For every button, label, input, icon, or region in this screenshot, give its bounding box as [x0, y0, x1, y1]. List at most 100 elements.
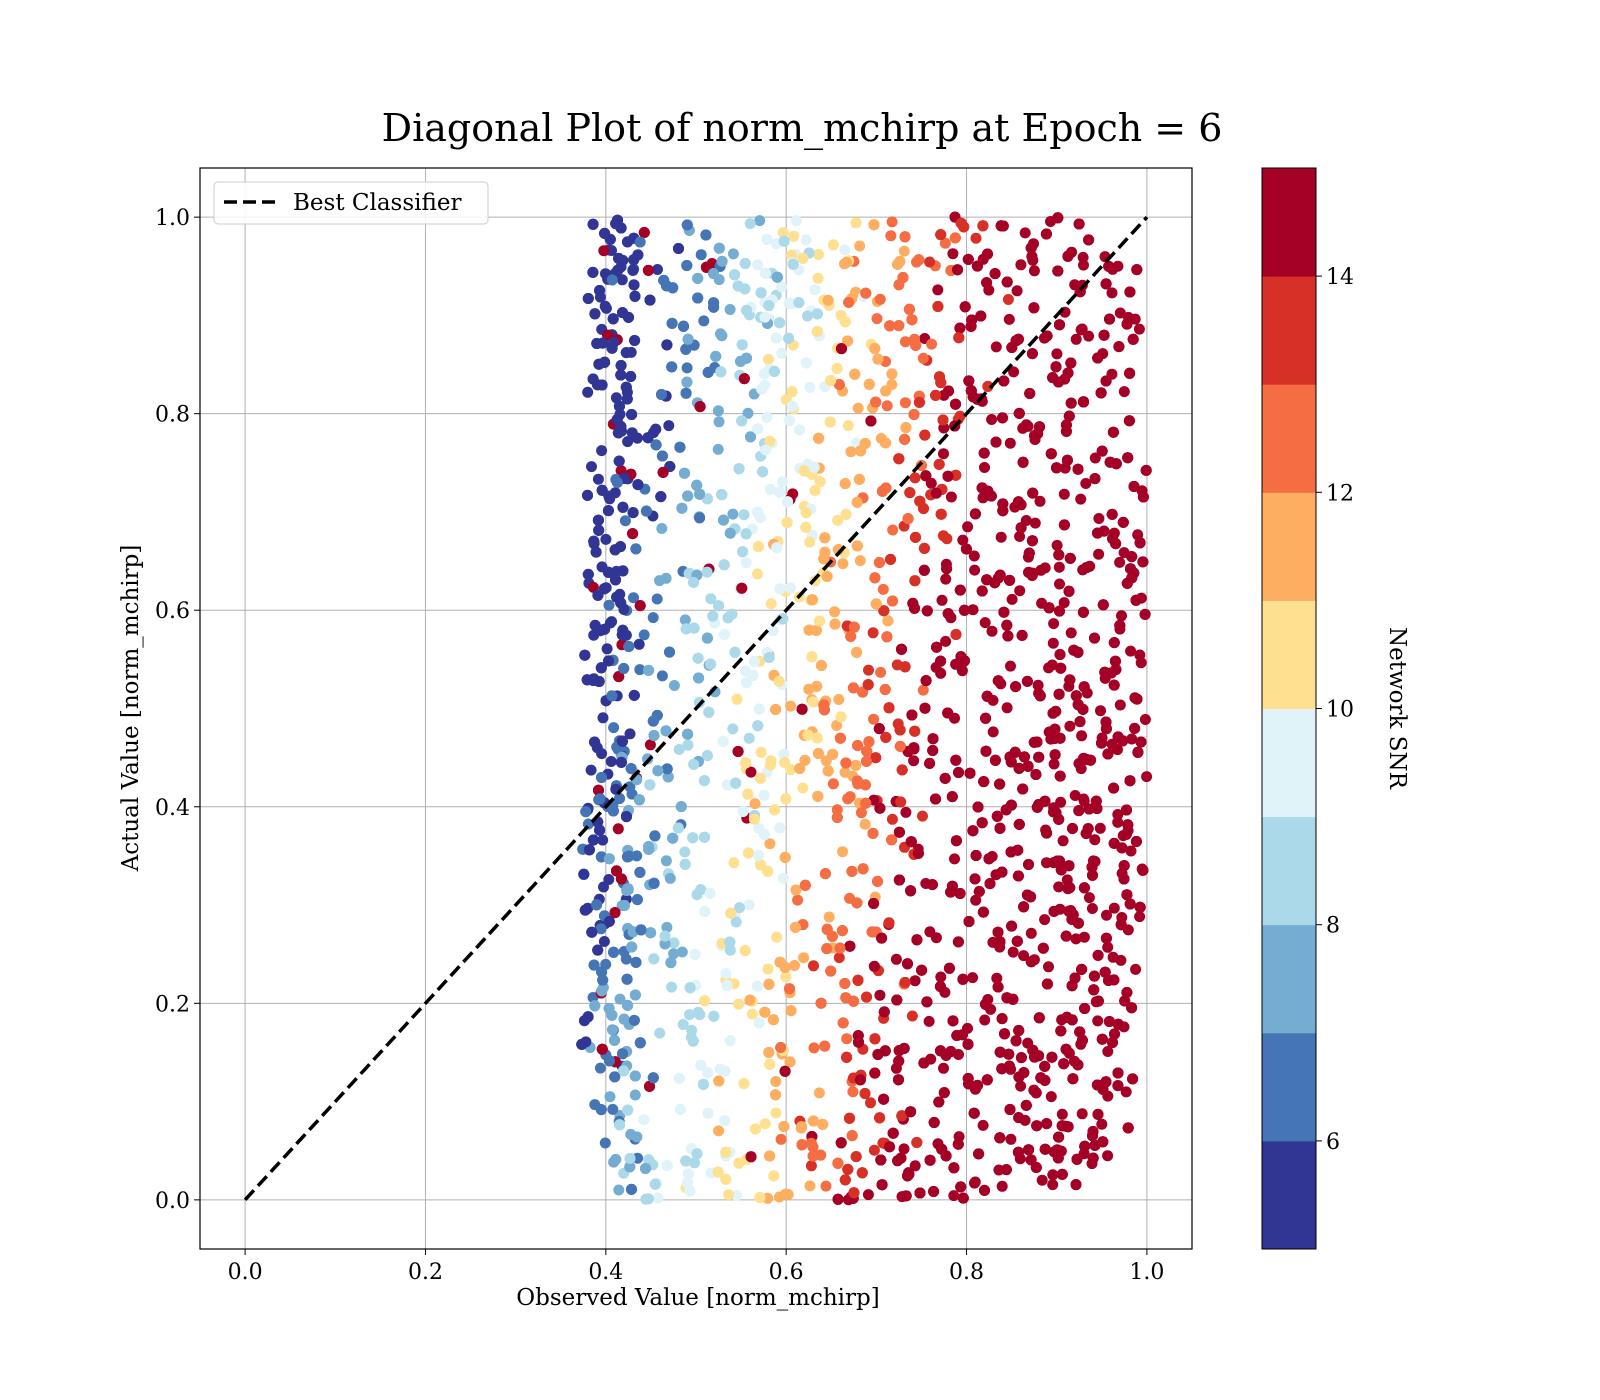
scatter-point: [742, 407, 754, 419]
scatter-point: [1032, 679, 1044, 691]
scatter-point: [952, 1138, 964, 1150]
scatter-point: [700, 229, 712, 241]
scatter-point: [1072, 1059, 1084, 1071]
scatter-point: [849, 368, 861, 380]
scatter-point: [926, 338, 938, 350]
scatter-point: [719, 1065, 731, 1077]
scatter-point: [588, 959, 600, 971]
scatter-point: [804, 536, 816, 548]
scatter-point: [819, 546, 831, 558]
scatter-point: [1121, 804, 1132, 816]
scatter-point: [1094, 822, 1106, 834]
scatter-point: [1006, 593, 1018, 605]
scatter-point: [1064, 720, 1076, 732]
scatter-point: [691, 1148, 703, 1160]
colorbar-segment-7: [1262, 384, 1316, 493]
y-tick-label-1: 0.2: [155, 992, 190, 1017]
scatter-point: [994, 1132, 1006, 1144]
scatter-point: [1110, 458, 1122, 470]
scatter-point: [1103, 975, 1114, 986]
colorbar-tick-label-4: 14: [1326, 265, 1354, 290]
scatter-point: [1100, 1076, 1112, 1088]
scatter-point: [759, 311, 771, 323]
scatter-point: [919, 702, 931, 714]
scatter-point: [852, 740, 864, 751]
y-tick-label-2: 0.4: [155, 796, 190, 821]
scatter-point: [848, 621, 860, 633]
scatter-point: [1102, 1150, 1114, 1162]
scatter-point: [1098, 329, 1110, 341]
scatter-point: [731, 1190, 743, 1201]
scatter-point: [1039, 795, 1051, 807]
scatter-point: [743, 847, 754, 859]
scatter-point: [767, 1014, 779, 1026]
scatter-point: [680, 1155, 692, 1167]
scatter-point: [1047, 1179, 1059, 1191]
scatter-point: [705, 593, 717, 605]
scatter-point: [1053, 688, 1065, 700]
scatter-point: [774, 583, 786, 595]
scatter-point: [836, 925, 848, 937]
scatter-point: [994, 778, 1006, 790]
scatter-point: [715, 366, 727, 378]
scatter-point: [1141, 771, 1153, 783]
scatter-point: [776, 281, 787, 293]
scatter-point: [868, 1144, 880, 1156]
scatter-point: [633, 638, 645, 650]
scatter-point: [676, 502, 688, 514]
scatter-point: [777, 476, 788, 488]
scatter-point: [603, 1002, 615, 1014]
scatter-point: [909, 1160, 921, 1172]
scatter-point: [755, 746, 767, 758]
scatter-point: [896, 1110, 908, 1122]
scatter-point: [921, 996, 933, 1008]
scatter-point: [1051, 348, 1063, 360]
scatter-point: [626, 409, 638, 420]
scatter-point: [762, 1192, 774, 1204]
scatter-point: [1070, 1179, 1082, 1191]
scatter-point: [681, 219, 693, 231]
scatter-point: [708, 268, 719, 279]
scatter-point: [793, 297, 805, 309]
scatter-point: [962, 1038, 974, 1050]
scatter-point: [894, 740, 906, 752]
scatter-point: [713, 1125, 725, 1137]
scatter-point: [940, 573, 952, 585]
scatter-point: [625, 371, 637, 382]
scatter-point: [650, 439, 662, 451]
scatter-point: [1088, 984, 1100, 996]
scatter-point: [1092, 527, 1103, 539]
scatter-point: [751, 980, 763, 992]
scatter-point: [874, 1112, 886, 1124]
scatter-point: [987, 726, 999, 738]
scatter-point: [911, 934, 923, 946]
scatter-point: [1053, 376, 1064, 388]
scatter-point: [1010, 1035, 1022, 1047]
scatter-point: [1041, 827, 1053, 839]
scatter-point: [848, 995, 860, 1007]
scatter-point: [950, 629, 962, 640]
scatter-point: [899, 661, 911, 673]
scatter-point: [594, 824, 606, 836]
scatter-point: [909, 725, 921, 737]
scatter-point: [834, 732, 846, 744]
scatter-point: [604, 1091, 616, 1103]
scatter-point: [870, 598, 882, 610]
scatter-point: [713, 600, 724, 612]
scatter-point: [1023, 1144, 1035, 1156]
scatter-point: [1050, 361, 1062, 373]
scatter-point: [904, 487, 916, 499]
scatter-point: [844, 940, 856, 952]
scatter-point: [938, 1062, 949, 1074]
scatter-point: [661, 339, 673, 351]
scatter-point: [667, 832, 679, 844]
scatter-point: [762, 963, 774, 975]
scatter-point: [881, 631, 893, 643]
scatter-point: [595, 923, 607, 935]
scatter-point: [754, 1192, 766, 1203]
scatter-point: [818, 699, 830, 711]
scatter-point: [950, 398, 961, 410]
scatter-point: [695, 1059, 707, 1071]
scatter-point: [890, 953, 902, 965]
scatter-point: [788, 230, 800, 242]
